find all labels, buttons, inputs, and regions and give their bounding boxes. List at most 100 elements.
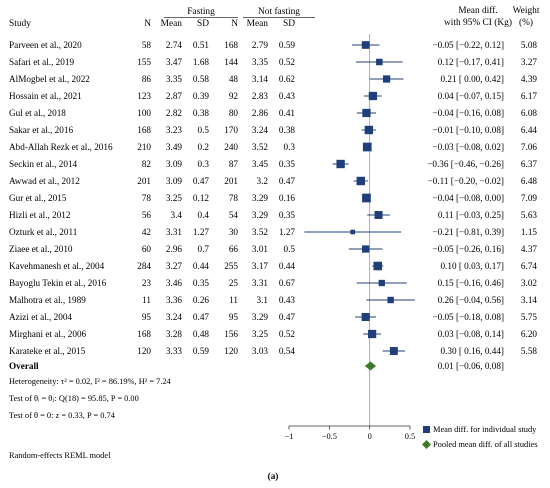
header-study: Study [9,19,31,29]
cell-mean-fasting: 3.31 [166,227,182,237]
legend-pooled-marker [422,440,431,449]
table-row: Awwad et al., 2012 201 3.09 0.47 201 3.2 0.47 −… [9,176,537,186]
cell-n-fasting: 120 [137,346,151,356]
cell-sd-not-fasting: 1.27 [279,227,295,237]
cell-sd-fasting: 1.27 [193,227,209,237]
study-weight: 3.27 [521,57,537,67]
x-tick-label: 0 [368,432,372,441]
cell-n-not-fasting: 170 [224,125,238,135]
x-tick-label: −1 [285,432,294,441]
cell-sd-fasting: 0.3 [198,159,210,169]
header-weight: Weight [513,6,540,16]
cell-mean-not-fasting: 3.14 [252,74,268,84]
cell-mean-fasting: 2.82 [166,108,182,118]
plot-marks [304,41,415,371]
study-point-marker [387,296,394,304]
cell-n-fasting: 82 [142,159,152,169]
cell-n-not-fasting: 87 [229,159,239,169]
table-row: Hossain et al., 2021 123 2.87 0.39 92 2.83 0.4… [9,91,537,101]
pooled-diamond-marker [364,361,377,371]
cell-n-not-fasting: 95 [229,312,239,322]
header-not-fasting: Not fasting [258,6,300,17]
table-row: Gur et al., 2015 78 3.25 0.12 78 3.29 0.16 −0.0… [9,193,537,203]
study-ci-text: 0.21 [ 0.00, 0.42] [440,74,504,84]
cell-mean-not-fasting: 3.52 [252,227,268,237]
cell-sd-fasting: 1.68 [193,57,209,67]
cell-sd-fasting: 0.38 [193,108,209,118]
cell-n-not-fasting: 25 [229,278,239,288]
table-row: Hizli et al., 2012 56 3.4 0.4 54 3.29 0.35 0.11… [9,210,537,220]
cell-n-not-fasting: 54 [229,210,239,220]
study-weight: 4.39 [521,74,537,84]
study-ci-text: 0.30 [ 0.16, 0.44] [440,346,504,356]
cell-n-fasting: 86 [142,74,152,84]
table-row: Gul et al., 2018 100 2.82 0.38 80 2.86 0.41 −0.… [9,108,537,118]
study-point-marker [368,91,378,101]
study-weight: 6.74 [521,261,537,271]
cell-n-fasting: 168 [137,125,151,135]
study-weight: 5.63 [521,210,537,220]
study-point-marker [362,193,371,203]
cell-mean-fasting: 2.87 [166,91,182,101]
header-n-not-fasting: N [231,19,238,29]
cell-n-not-fasting: 80 [229,108,239,118]
cell-sd-not-fasting: 0.67 [279,278,295,288]
cell-mean-not-fasting: 3.01 [252,244,268,254]
cell-mean-fasting: 3.47 [166,57,182,67]
study-point-marker [364,125,374,135]
study-point-marker [367,329,377,339]
cell-sd-not-fasting: 0.54 [279,346,295,356]
cell-mean-not-fasting: 3.35 [252,57,268,67]
study-point-marker [356,176,366,186]
cell-mean-fasting: 3.49 [166,142,182,152]
table-row: Mirghani et al., 2006 168 3.28 0.48 156 3.25 0… [9,329,537,339]
cell-sd-fasting: 0.58 [193,74,209,84]
cell-n-fasting: 210 [137,142,151,152]
cell-sd-fasting: 0.48 [193,329,209,339]
cell-mean-fasting: 3.24 [166,312,182,322]
cell-sd-not-fasting: 0.41 [279,108,295,118]
study-rows: Parveen et al., 2020 58 2.74 0.51 168 2.79 0.5… [9,40,537,356]
table-row: Sakar et al., 2016 168 3.23 0.5 170 3.24 0.38 −… [9,125,537,135]
study-point-marker [389,347,398,355]
cell-sd-fasting: 0.47 [193,176,209,186]
cell-sd-fasting: 0.35 [193,278,209,288]
cell-n-not-fasting: 255 [224,261,238,271]
cell-n-not-fasting: 66 [229,244,239,254]
cell-n-fasting: 100 [137,108,151,118]
header-effect-sub: with 95% CI (Kg) [444,17,512,28]
cell-mean-not-fasting: 3.1 [257,295,269,305]
cell-mean-not-fasting: 3.24 [252,125,268,135]
study-name: Safari et al., 2019 [9,57,74,67]
study-point-marker [373,261,383,271]
study-point-marker [361,41,370,49]
cell-sd-not-fasting: 0.3 [284,142,296,152]
cell-mean-not-fasting: 2.86 [252,108,268,118]
cell-n-fasting: 42 [142,227,152,237]
cell-sd-not-fasting: 0.43 [279,91,295,101]
study-ci-text: 0.11 [−0.03, 0.25] [438,210,504,220]
cell-n-fasting: 123 [137,91,151,101]
study-name: Mirghani et al., 2006 [9,329,87,339]
cell-mean-not-fasting: 2.79 [252,40,268,50]
study-name: Ziaee et al., 2010 [9,244,73,254]
study-weight: 7.09 [521,193,537,203]
cell-sd-not-fasting: 0.16 [279,193,295,203]
study-name: Malhotra et al., 1989 [9,295,86,305]
cell-n-not-fasting: 30 [229,227,239,237]
x-axis: −1 −0.5 0 0.5 [285,425,415,441]
cell-n-not-fasting: 144 [224,57,238,67]
cell-mean-fasting: 3.4 [171,210,183,220]
study-weight: 6.44 [521,125,537,135]
cell-mean-fasting: 3.09 [166,159,182,169]
study-name: Kavehmanesh et al., 2004 [9,261,105,271]
study-name: Sakar et al., 2016 [9,125,73,135]
cell-n-fasting: 60 [142,244,152,254]
study-ci-text: −0.36 [−0.46, −0.26] [427,159,504,169]
study-name: Ozturk et al., 2011 [9,227,78,237]
header-weight-sub: (%) [519,17,533,28]
cell-sd-fasting: 0.59 [193,346,209,356]
cell-sd-fasting: 0.5 [198,125,210,135]
cell-mean-fasting: 2.96 [166,244,182,254]
study-name: Awwad et al., 2012 [9,176,80,186]
